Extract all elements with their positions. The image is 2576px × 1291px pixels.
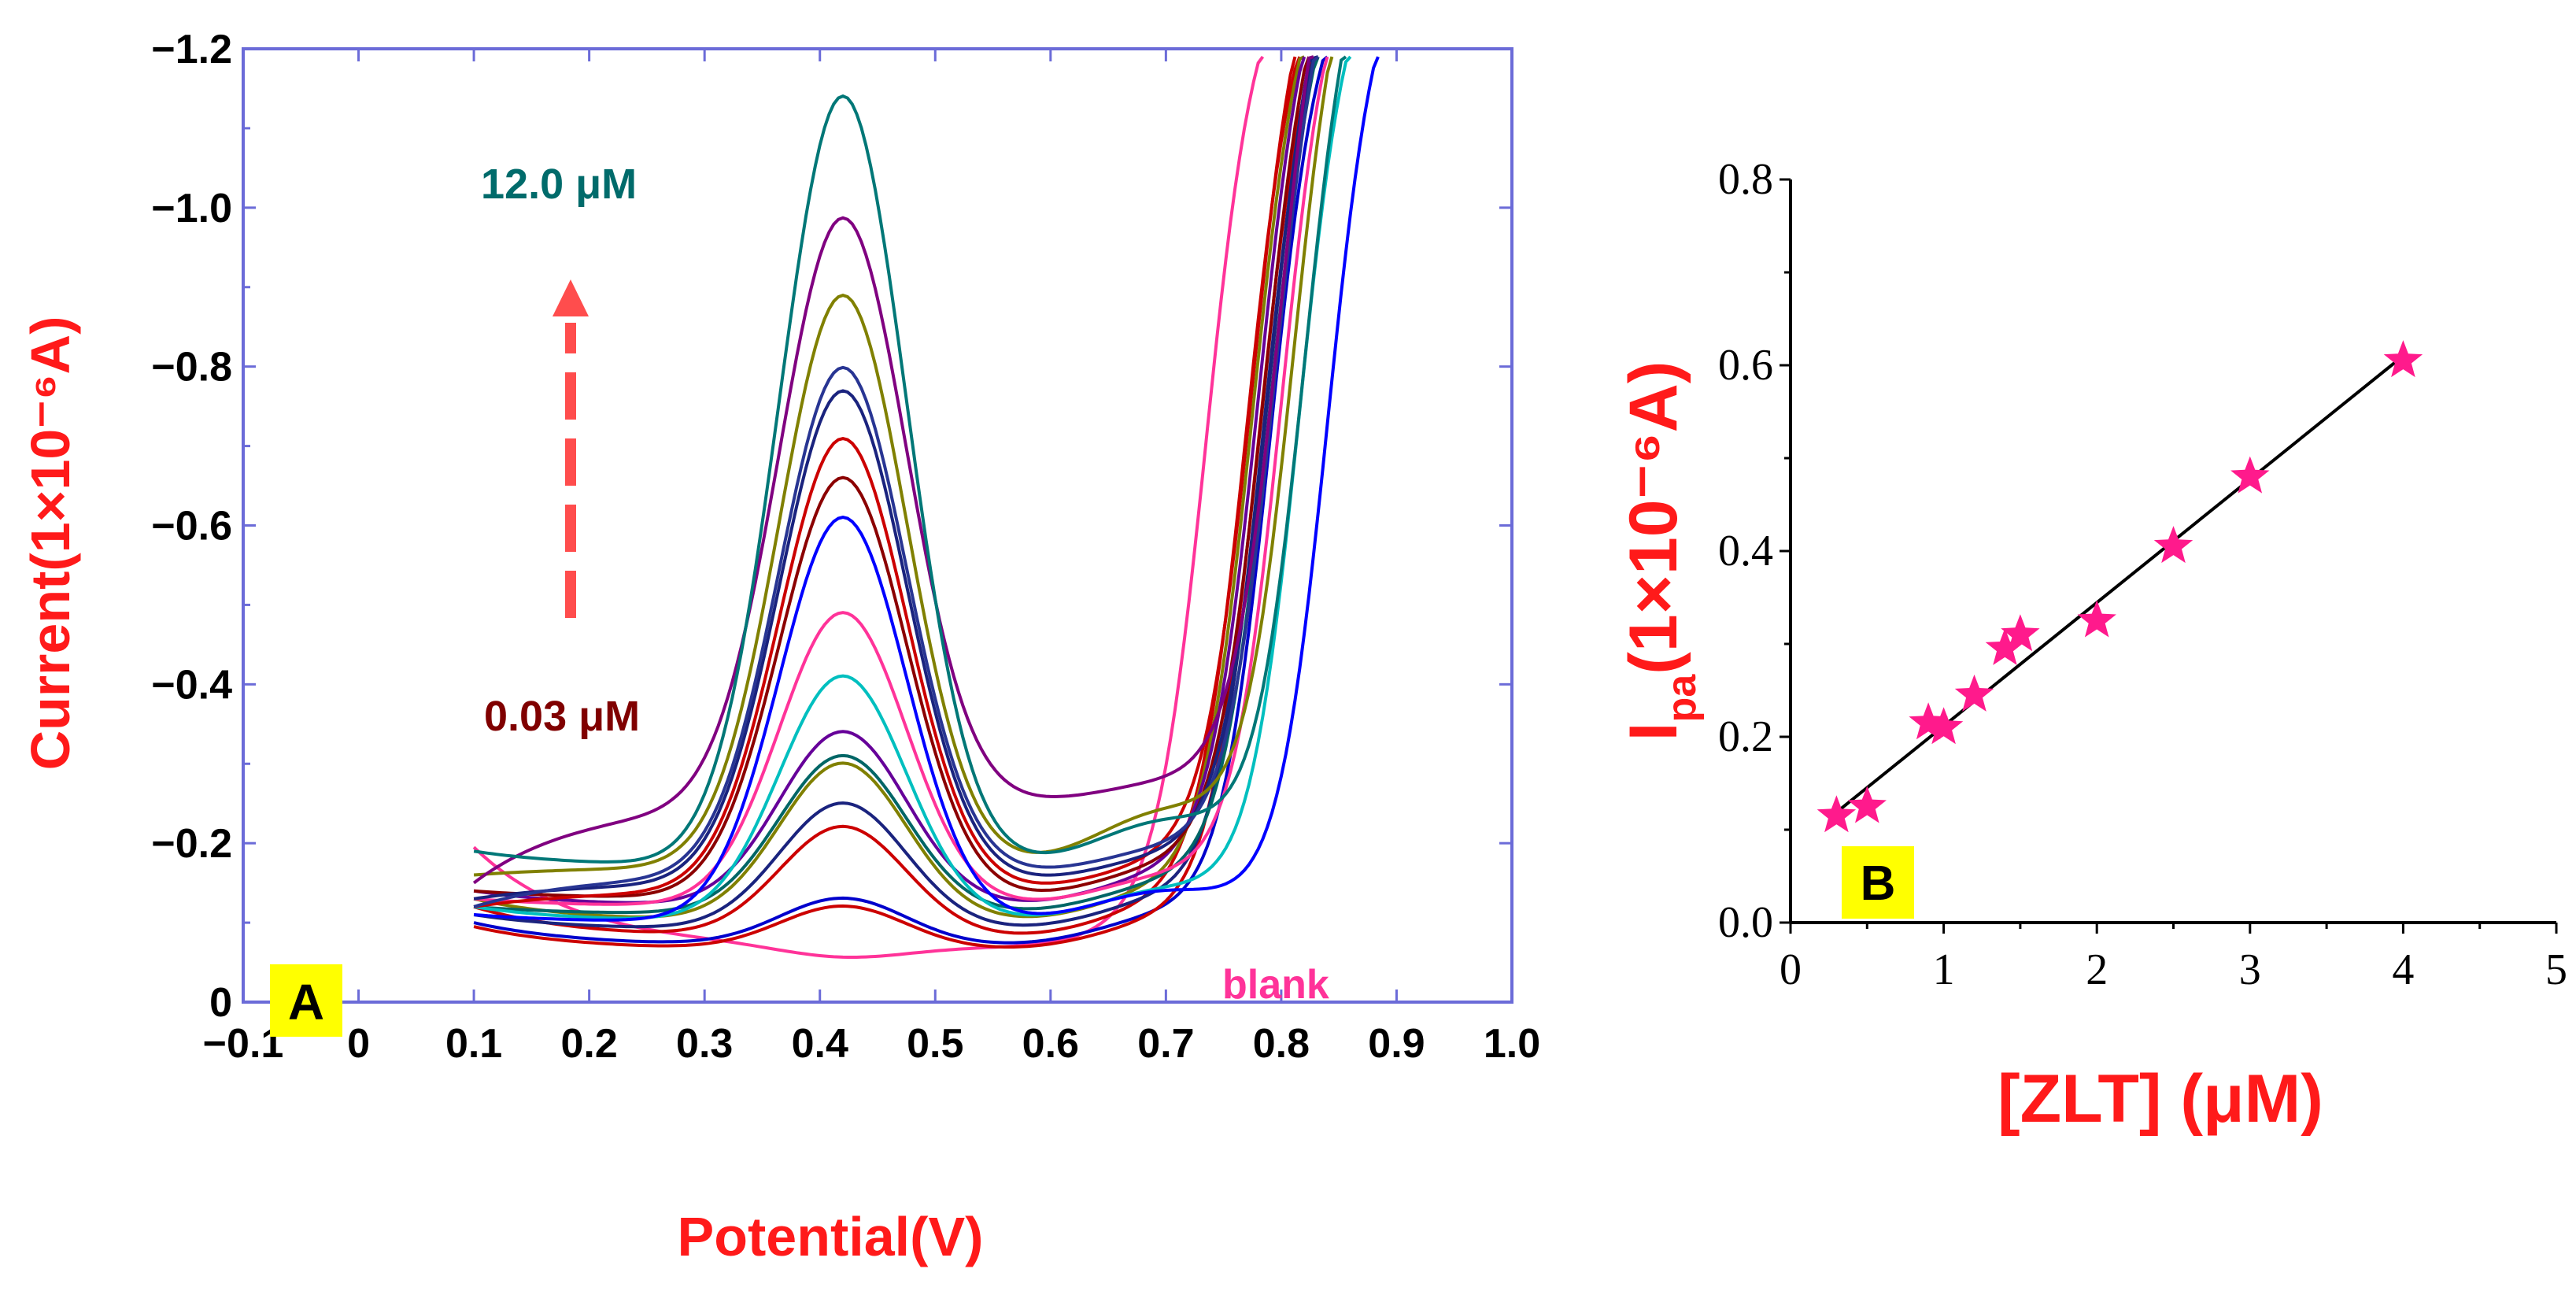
panel-b-x-tick-label: 1 — [1933, 945, 1955, 994]
panel-b-x-tick-label: 3 — [2239, 945, 2261, 994]
panel-a-x-axis-label: Potential(V) — [678, 1206, 984, 1267]
panel-a-x-ticks: −0.1 0 0.1 0.2 0.3 0.4 0.5 0.6 0.7 0.8 0.9 1.0 — [203, 49, 1540, 1067]
panel-a-y-tick-label: −0.6 — [151, 504, 232, 549]
panel-a-x-tick-label: 0.2 — [560, 1021, 617, 1067]
panel-b-points — [1817, 340, 2423, 833]
annotation-top-concentration: 12.0 μM — [481, 161, 637, 208]
panel-a-x-tick-label: 0.8 — [1253, 1021, 1310, 1067]
voltammogram-s8 — [473, 55, 1352, 920]
panel-b-label: B — [1861, 856, 1896, 911]
panel-a-x-tick-label: 0 — [347, 1021, 370, 1067]
panel-b-fit-line — [1835, 354, 2404, 814]
panel-b-y-tick-label: 0.2 — [1718, 712, 1773, 761]
data-point-star — [2001, 614, 2040, 652]
panel-a-x-tick-label: 0.3 — [676, 1021, 733, 1067]
voltammogram-s9 — [473, 56, 1329, 906]
panel-a-y-axis-label: Current(1×10⁻⁶A) — [20, 316, 81, 771]
panel-a-x-tick-label: 0.9 — [1368, 1021, 1425, 1067]
panel-a-label-badge — [270, 964, 342, 1037]
panel-a-x-tick-label: 0.5 — [907, 1021, 963, 1067]
voltammogram-s10 — [473, 56, 1380, 922]
voltammogram-s4 — [473, 55, 1319, 929]
panel-b-x-axis-label: [ZLT] (μM) — [1998, 1061, 2323, 1137]
panel-a-y-tick-label: 0 — [209, 980, 232, 1026]
panel-b-label-badge — [1842, 846, 1914, 919]
data-point-star — [1954, 674, 1994, 712]
data-point-star — [1909, 702, 1948, 740]
panel-b-y-tick-label: 0.0 — [1718, 898, 1773, 947]
panel-b-x-tick-label: 5 — [2545, 945, 2567, 994]
panel-b-y-ticks: 0.0 0.2 0.4 0.6 0.8 — [1718, 155, 1791, 947]
panel-a-y-tick-label: −0.8 — [151, 345, 232, 390]
panel-a-y-tick-label: −0.2 — [151, 821, 232, 867]
panel-a-x-tick-label: 0.7 — [1137, 1021, 1194, 1067]
panel-b-y-label-rest: (1×10⁻⁶A) — [1616, 361, 1691, 675]
panel-b-y-tick-label: 0.4 — [1718, 527, 1773, 575]
panel-a-y-tick-label: −0.4 — [151, 662, 232, 708]
panel-a-label: A — [288, 974, 324, 1030]
panel-a-y-tick-label: −1.0 — [151, 186, 232, 231]
annotation-blank: blank — [1222, 962, 1329, 1008]
voltammogram-s5 — [473, 55, 1306, 919]
data-point-star — [1847, 786, 1887, 823]
increase-arrow-icon — [553, 279, 589, 618]
data-point-star — [1924, 707, 1964, 745]
panel-a-y-tick-label: −1.2 — [151, 27, 232, 72]
voltammogram-s2 — [473, 56, 1315, 949]
voltammogram-s12 — [473, 56, 1297, 908]
panel-a-x-tick-label: 0.1 — [445, 1021, 502, 1067]
data-point-star — [2077, 600, 2116, 638]
voltammogram-s13 — [473, 55, 1315, 901]
voltammogram-s3 — [473, 56, 1302, 935]
panel-b-y-tick-label: 0.8 — [1718, 155, 1773, 204]
data-point-star — [1985, 627, 2025, 665]
panel-a-x-tick-label: 1.0 — [1484, 1021, 1540, 1067]
panel-b-x-ticks: 0 1 2 3 4 5 — [1780, 923, 2567, 994]
panel-a-x-tick-label: 0.4 — [792, 1021, 848, 1067]
panel-a: −0.1 0 0.1 0.2 0.3 0.4 0.5 0.6 0.7 0.8 0.9 1.0 0−0.… — [20, 27, 1540, 1267]
annotation-bottom-concentration: 0.03 μM — [484, 693, 640, 740]
panel-b-x-tick-label: 2 — [2086, 945, 2108, 994]
voltammogram-s17 — [473, 55, 1347, 864]
data-point-star — [2383, 340, 2423, 378]
data-point-star — [2230, 456, 2270, 494]
data-point-star — [1817, 795, 1857, 833]
data-point-star — [2153, 526, 2193, 564]
panel-b: 0 1 2 3 4 5 0.0 0.2 0.4 0.6 0.8 B [ZLT] (μM) Ipa(… — [1616, 155, 2567, 1137]
voltammogram-s11 — [473, 56, 1310, 898]
voltammogram-s16 — [472, 55, 1314, 885]
voltammogram-s14 — [473, 55, 1320, 908]
panel-a-curves — [472, 55, 1380, 959]
panel-b-y-tick-label: 0.6 — [1718, 341, 1773, 390]
panel-b-y-axis-label: Ipa(1×10⁻⁶A) — [1616, 361, 1705, 742]
panel-b-y-label-main: I — [1616, 722, 1691, 741]
panel-b-x-tick-label: 4 — [2392, 945, 2414, 994]
panel-a-x-tick-label: 0.6 — [1022, 1021, 1079, 1067]
panel-b-y-label-sub: pa — [1659, 674, 1705, 723]
voltammogram-s1 — [473, 55, 1329, 945]
voltammogram-s7 — [473, 56, 1306, 904]
panel-b-x-tick-label: 0 — [1780, 945, 1802, 994]
panel-a-y-ticks: 0 −0.2 −0.4 −0.6 −0.8 −1.0 −1.2 — [151, 27, 1512, 1026]
voltammogram-s15 — [473, 56, 1334, 877]
